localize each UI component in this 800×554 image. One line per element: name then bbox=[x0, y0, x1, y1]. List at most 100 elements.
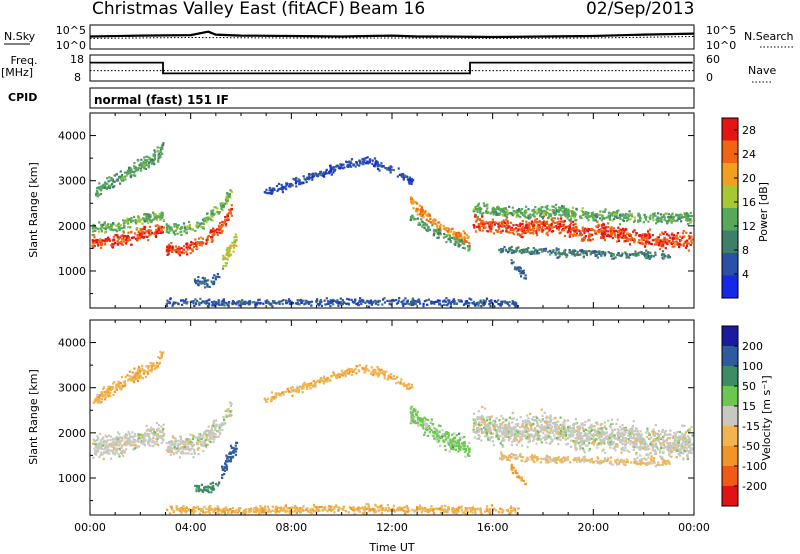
velocity-echo-2 bbox=[169, 453, 172, 456]
power-echo-11 bbox=[539, 214, 542, 217]
power-echo-6 bbox=[193, 278, 196, 281]
power-echo-3 bbox=[228, 208, 231, 211]
velocity-echo-2 bbox=[185, 452, 188, 455]
velocity-echo-5 bbox=[304, 383, 307, 386]
power-echo-10 bbox=[614, 229, 617, 232]
power-echo-10 bbox=[524, 224, 528, 227]
velocity-echo-2 bbox=[181, 450, 184, 453]
power-echo-10 bbox=[588, 233, 591, 236]
velocity-echo-0 bbox=[120, 436, 123, 439]
velocity-echo-6 bbox=[458, 432, 461, 435]
power-echo-6 bbox=[196, 279, 200, 282]
velocity-echo-6 bbox=[423, 433, 426, 436]
power-echo-11 bbox=[538, 208, 541, 212]
power-echo-6 bbox=[204, 282, 208, 285]
power-echo-14 bbox=[282, 299, 285, 302]
power-echo-0 bbox=[112, 235, 115, 239]
power-echo-11 bbox=[662, 215, 665, 218]
power-echo-14 bbox=[239, 303, 242, 306]
velocity-echo-1 bbox=[141, 367, 144, 370]
power-echo-1 bbox=[138, 217, 141, 220]
power-echo-10 bbox=[654, 243, 657, 246]
power-echo-10 bbox=[688, 236, 691, 239]
power-echo-4 bbox=[207, 217, 210, 220]
power-echo-3 bbox=[176, 250, 179, 253]
velocity-echo-5 bbox=[403, 382, 406, 385]
power-echo-10 bbox=[532, 232, 535, 235]
power-echo-8 bbox=[463, 239, 466, 243]
power-colorbar-tick-label-3: 16 bbox=[742, 196, 756, 209]
power-echo-8 bbox=[456, 236, 459, 239]
power-frame bbox=[89, 112, 695, 309]
power-echo-14 bbox=[174, 301, 177, 304]
power-echo-3 bbox=[210, 236, 213, 239]
velocity-echo-0 bbox=[144, 439, 147, 442]
velocity-echo-2 bbox=[202, 443, 205, 446]
velocity-echo-6 bbox=[460, 442, 464, 445]
velocity-echo-1 bbox=[147, 366, 150, 370]
power-echo-2 bbox=[142, 164, 146, 167]
power-echo-5 bbox=[225, 252, 228, 256]
velocity-echo-0 bbox=[160, 441, 163, 445]
velocity-echo-5 bbox=[383, 372, 386, 375]
power-echo-11 bbox=[655, 218, 658, 221]
power-echo-2 bbox=[159, 156, 162, 159]
velocity-echo-0 bbox=[92, 438, 95, 441]
power-echo-2 bbox=[159, 150, 162, 153]
power-echo-8 bbox=[460, 237, 464, 240]
frequency-series bbox=[90, 61, 693, 75]
power-echo-8 bbox=[429, 221, 432, 224]
power-echo-9 bbox=[454, 237, 457, 240]
velocity-echo-0 bbox=[155, 434, 159, 437]
power-echo-10 bbox=[688, 237, 691, 240]
power-echo-12 bbox=[612, 257, 615, 260]
velocity-echo-1 bbox=[96, 401, 99, 404]
power-echo-1 bbox=[153, 217, 156, 220]
power-echo-7 bbox=[371, 159, 374, 162]
power-colorbar-segment-7 bbox=[722, 118, 738, 141]
power-echo-11 bbox=[689, 218, 692, 222]
power-echo-2 bbox=[157, 149, 160, 152]
power-echo-10 bbox=[667, 234, 670, 237]
power-echo-7 bbox=[348, 164, 352, 167]
power-echo-0 bbox=[93, 241, 96, 244]
velocity-echo-5 bbox=[367, 369, 370, 372]
velocity-echo-4 bbox=[204, 489, 208, 492]
velocity-echo-1 bbox=[147, 365, 150, 368]
velocity-echo-1 bbox=[131, 379, 134, 382]
power-echo-11 bbox=[656, 220, 659, 224]
velocity-echo-5 bbox=[341, 371, 344, 375]
power-echo-14 bbox=[398, 297, 401, 300]
velocity-echo-6 bbox=[429, 426, 432, 429]
power-echo-12 bbox=[598, 252, 601, 255]
power-echo-10 bbox=[535, 218, 539, 221]
power-echo-12 bbox=[634, 250, 637, 253]
power-echo-11 bbox=[482, 211, 485, 215]
velocity-echo-2 bbox=[202, 444, 205, 448]
power-echo-7 bbox=[371, 162, 374, 165]
power-echo-10 bbox=[525, 220, 528, 223]
power-echo-10 bbox=[672, 237, 675, 240]
power-echo-10 bbox=[662, 245, 665, 248]
velocity-echo-2 bbox=[186, 438, 190, 441]
power-echo-10 bbox=[628, 233, 631, 236]
power-echo-12 bbox=[610, 257, 614, 260]
power-echo-12 bbox=[580, 251, 583, 254]
noise-right-tick-bottom: 10^0 bbox=[706, 39, 736, 52]
power-echo-11 bbox=[623, 214, 626, 217]
power-echo-14 bbox=[300, 298, 303, 301]
velocity-echo-3 bbox=[228, 459, 231, 462]
power-echo-5 bbox=[235, 236, 238, 239]
power-echo-1 bbox=[139, 220, 142, 223]
power-echo-11 bbox=[591, 212, 594, 215]
power-echo-10 bbox=[622, 232, 625, 235]
power-echo-12 bbox=[540, 248, 543, 251]
power-echo-2 bbox=[159, 146, 162, 149]
power-echo-2 bbox=[98, 193, 101, 196]
power-echo-11 bbox=[552, 210, 555, 213]
power-echo-2 bbox=[133, 167, 136, 170]
power-echo-11 bbox=[586, 217, 589, 220]
velocity-echo-5 bbox=[287, 389, 290, 392]
power-echo-11 bbox=[631, 215, 634, 218]
power-echo-9 bbox=[467, 249, 470, 252]
